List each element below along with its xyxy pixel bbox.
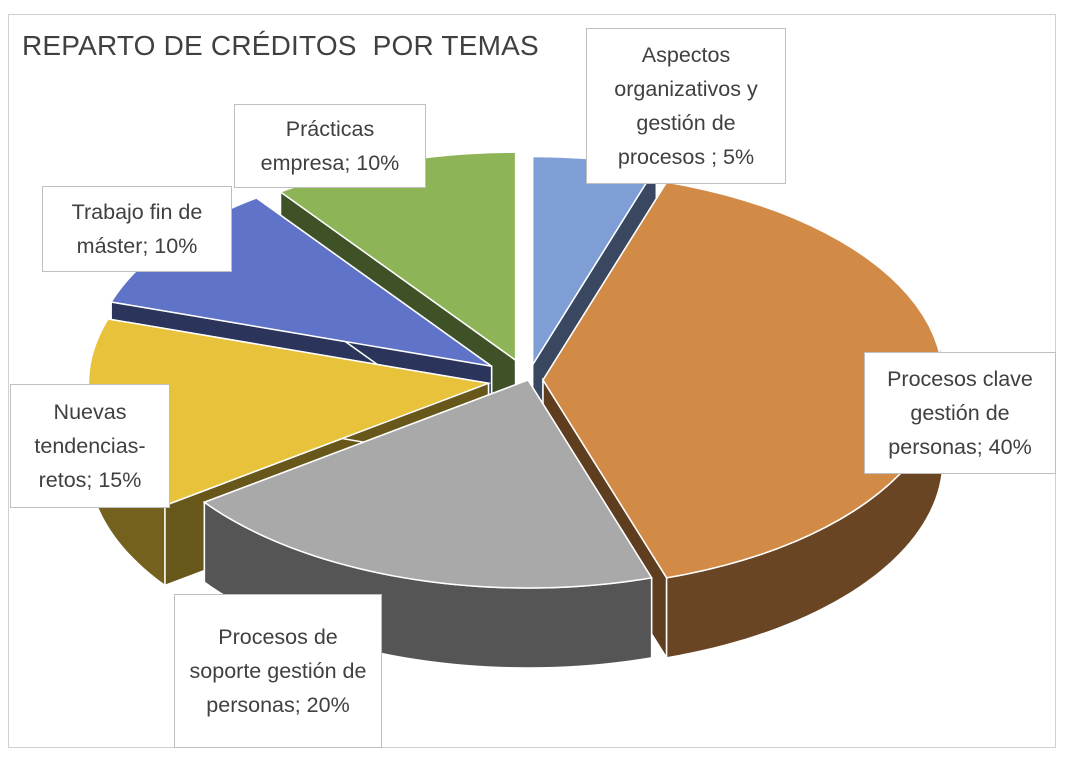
slice-top-face xyxy=(202,379,653,589)
data-label-text: Prácticas empresa; 10% xyxy=(260,117,400,175)
data-label-3: Procesos de soporte gestión de personas;… xyxy=(174,594,382,748)
data-label-2: Procesos clave gestión de personas; 40% xyxy=(864,352,1056,474)
data-label-text: Procesos de soporte gestión de personas;… xyxy=(189,625,367,717)
data-label-1: Aspectos organizativos y gestión de proc… xyxy=(586,28,786,184)
data-label-text: Trabajo fin de máster; 10% xyxy=(71,200,203,258)
data-label-text: Aspectos organizativos y gestión de proc… xyxy=(614,43,758,169)
pie-slices xyxy=(87,151,944,669)
chart-title: REPARTO DE CRÉDITOS POR TEMAS xyxy=(22,30,539,61)
pie-slice-3 xyxy=(202,377,653,669)
data-label-4: Nuevas tendencias-retos; 15% xyxy=(10,384,170,508)
data-label-text: Nuevas tendencias-retos; 15% xyxy=(34,400,146,492)
data-label-6: Prácticas empresa; 10% xyxy=(234,104,426,188)
data-label-text: Procesos clave gestión de personas; 40% xyxy=(887,367,1033,459)
data-label-5: Trabajo fin de máster; 10% xyxy=(42,186,232,272)
